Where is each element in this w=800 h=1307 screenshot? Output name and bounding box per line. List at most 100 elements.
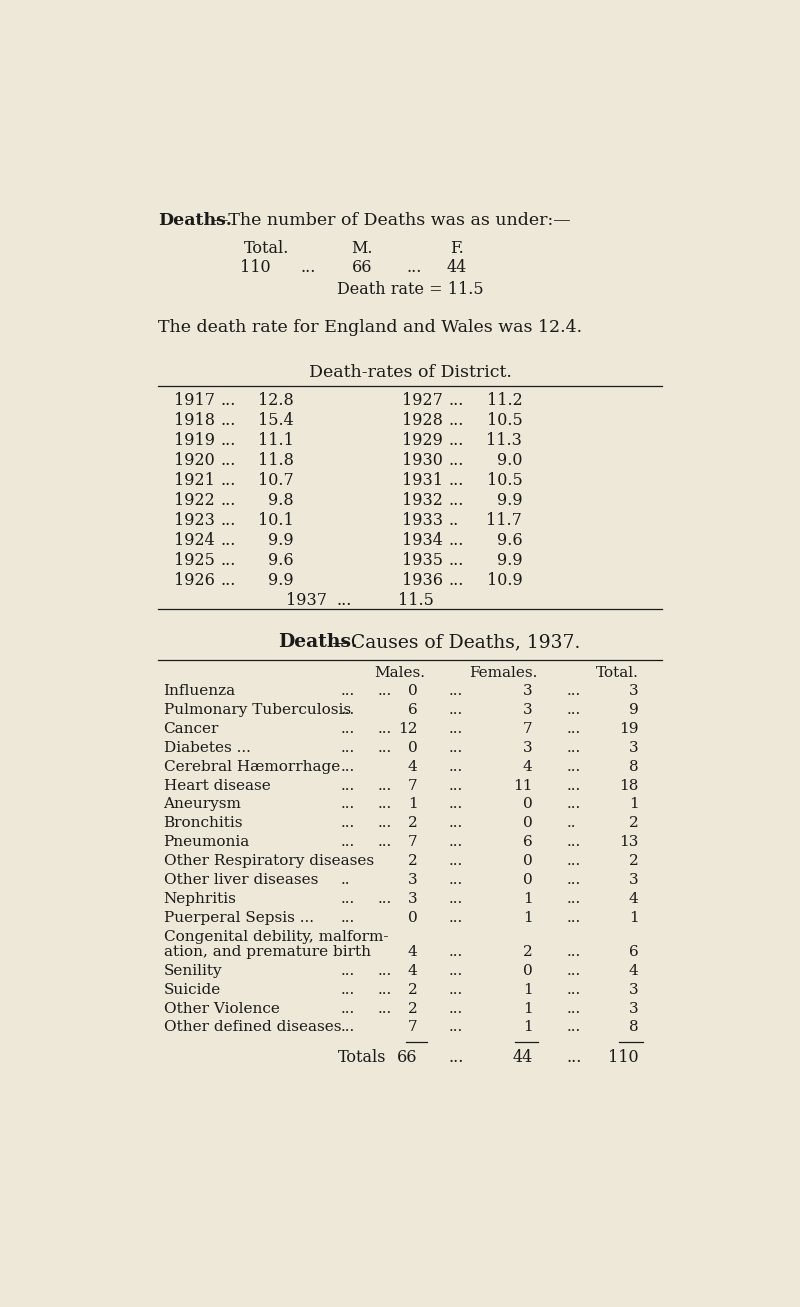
Text: ..: .. bbox=[340, 873, 350, 887]
Text: ...: ... bbox=[449, 853, 463, 868]
Text: 11: 11 bbox=[513, 779, 533, 792]
Text: 1922: 1922 bbox=[174, 491, 214, 508]
Text: 0: 0 bbox=[522, 873, 533, 887]
Text: 1919: 1919 bbox=[174, 431, 214, 448]
Text: 3: 3 bbox=[629, 1001, 638, 1016]
Text: 1: 1 bbox=[629, 797, 638, 812]
Text: —The number of Deaths was as under:—: —The number of Deaths was as under:— bbox=[211, 212, 570, 229]
Text: 0: 0 bbox=[522, 797, 533, 812]
Text: 1920: 1920 bbox=[174, 452, 214, 469]
Text: ...: ... bbox=[340, 983, 354, 997]
Text: ...: ... bbox=[566, 945, 581, 959]
Text: 7: 7 bbox=[523, 721, 533, 736]
Text: ...: ... bbox=[340, 703, 354, 718]
Text: ...: ... bbox=[449, 703, 463, 718]
Text: 3: 3 bbox=[523, 703, 533, 718]
Text: 6: 6 bbox=[629, 945, 638, 959]
Text: The death rate for England and Wales was 12.4.: The death rate for England and Wales was… bbox=[158, 319, 582, 336]
Text: Males.: Males. bbox=[374, 665, 426, 680]
Text: ...: ... bbox=[340, 685, 354, 698]
Text: 3: 3 bbox=[408, 891, 418, 906]
Text: ...: ... bbox=[566, 1021, 581, 1034]
Text: ...: ... bbox=[449, 779, 463, 792]
Text: 4: 4 bbox=[522, 759, 533, 774]
Text: F.: F. bbox=[450, 240, 463, 257]
Text: ...: ... bbox=[566, 873, 581, 887]
Text: 1: 1 bbox=[522, 1001, 533, 1016]
Text: Puerperal Sepsis ...: Puerperal Sepsis ... bbox=[163, 911, 314, 924]
Text: 10.5: 10.5 bbox=[486, 412, 522, 429]
Text: ...: ... bbox=[340, 817, 354, 830]
Text: ...: ... bbox=[449, 797, 463, 812]
Text: 4: 4 bbox=[629, 963, 638, 978]
Text: ...: ... bbox=[407, 259, 422, 276]
Text: Bronchitis: Bronchitis bbox=[163, 817, 243, 830]
Text: ...: ... bbox=[449, 891, 463, 906]
Text: ...: ... bbox=[220, 392, 235, 409]
Text: ation, and premature birth: ation, and premature birth bbox=[163, 945, 370, 959]
Text: ...: ... bbox=[340, 741, 354, 755]
Text: ...: ... bbox=[566, 983, 581, 997]
Text: ...: ... bbox=[449, 1021, 463, 1034]
Text: 1934: 1934 bbox=[402, 532, 443, 549]
Text: ...: ... bbox=[378, 741, 392, 755]
Text: ...: ... bbox=[340, 1021, 354, 1034]
Text: 2: 2 bbox=[522, 945, 533, 959]
Text: 1927: 1927 bbox=[402, 392, 443, 409]
Text: Other defined diseases: Other defined diseases bbox=[163, 1021, 341, 1034]
Text: 2: 2 bbox=[629, 853, 638, 868]
Text: 3: 3 bbox=[629, 983, 638, 997]
Text: Congenital debility, malform-: Congenital debility, malform- bbox=[163, 929, 388, 944]
Text: 8: 8 bbox=[629, 1021, 638, 1034]
Text: M.: M. bbox=[351, 240, 373, 257]
Text: Total.: Total. bbox=[596, 665, 638, 680]
Text: 1933: 1933 bbox=[402, 512, 443, 529]
Text: ...: ... bbox=[340, 911, 354, 924]
Text: ...: ... bbox=[340, 1001, 354, 1016]
Text: 11.1: 11.1 bbox=[258, 431, 294, 448]
Text: ...: ... bbox=[449, 835, 463, 850]
Text: 0: 0 bbox=[408, 911, 418, 924]
Text: 0: 0 bbox=[522, 853, 533, 868]
Text: 3: 3 bbox=[523, 741, 533, 755]
Text: ...: ... bbox=[449, 552, 464, 569]
Text: 3: 3 bbox=[629, 873, 638, 887]
Text: 110: 110 bbox=[240, 259, 270, 276]
Text: 9.6: 9.6 bbox=[497, 532, 522, 549]
Text: 66: 66 bbox=[352, 259, 372, 276]
Text: 1: 1 bbox=[522, 891, 533, 906]
Text: Death-rates of District.: Death-rates of District. bbox=[309, 363, 511, 380]
Text: 9.9: 9.9 bbox=[497, 552, 522, 569]
Text: ...: ... bbox=[449, 817, 463, 830]
Text: 66: 66 bbox=[398, 1048, 418, 1065]
Text: ...: ... bbox=[300, 259, 315, 276]
Text: ...: ... bbox=[449, 873, 463, 887]
Text: Females.: Females. bbox=[470, 665, 538, 680]
Text: 1926: 1926 bbox=[174, 572, 214, 589]
Text: 2: 2 bbox=[629, 817, 638, 830]
Text: ...: ... bbox=[378, 685, 392, 698]
Text: 4: 4 bbox=[408, 963, 418, 978]
Text: ...: ... bbox=[449, 532, 464, 549]
Text: 11.7: 11.7 bbox=[486, 512, 522, 529]
Text: 2: 2 bbox=[408, 1001, 418, 1016]
Text: ...: ... bbox=[220, 412, 235, 429]
Text: 1923: 1923 bbox=[174, 512, 214, 529]
Text: Senility: Senility bbox=[163, 963, 222, 978]
Text: ...: ... bbox=[566, 911, 581, 924]
Text: ..: .. bbox=[449, 512, 459, 529]
Text: ...: ... bbox=[566, 835, 581, 850]
Text: ...: ... bbox=[566, 759, 581, 774]
Text: ...: ... bbox=[449, 431, 464, 448]
Text: 12: 12 bbox=[398, 721, 418, 736]
Text: 1: 1 bbox=[629, 911, 638, 924]
Text: ...: ... bbox=[378, 835, 392, 850]
Text: ...: ... bbox=[566, 963, 581, 978]
Text: 18: 18 bbox=[619, 779, 638, 792]
Text: ...: ... bbox=[566, 891, 581, 906]
Text: ...: ... bbox=[378, 1001, 392, 1016]
Text: Pneumonia: Pneumonia bbox=[163, 835, 250, 850]
Text: ...: ... bbox=[220, 491, 235, 508]
Text: 7: 7 bbox=[408, 1021, 418, 1034]
Text: 1929: 1929 bbox=[402, 431, 443, 448]
